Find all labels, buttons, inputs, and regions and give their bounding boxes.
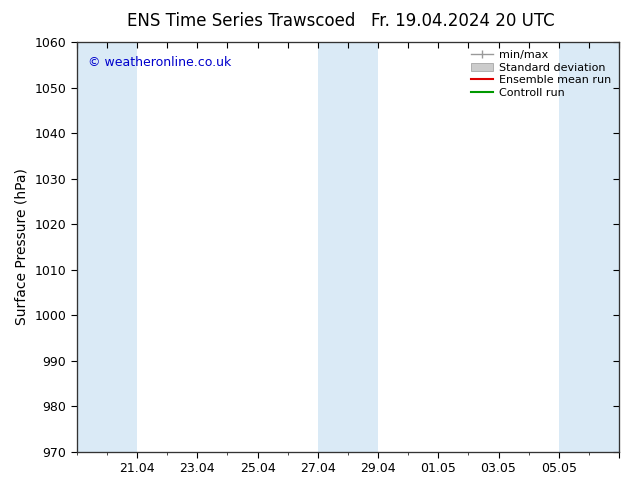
Bar	[318, 42, 378, 452]
Text: Fr. 19.04.2024 20 UTC: Fr. 19.04.2024 20 UTC	[371, 12, 555, 30]
Y-axis label: Surface Pressure (hPa): Surface Pressure (hPa)	[15, 169, 29, 325]
Bar	[559, 42, 619, 452]
Text: ENS Time Series Trawscoed: ENS Time Series Trawscoed	[127, 12, 355, 30]
Bar	[77, 42, 137, 452]
Legend: min/max, Standard deviation, Ensemble mean run, Controll run: min/max, Standard deviation, Ensemble me…	[469, 48, 614, 100]
Text: © weatheronline.co.uk: © weatheronline.co.uk	[87, 56, 231, 70]
